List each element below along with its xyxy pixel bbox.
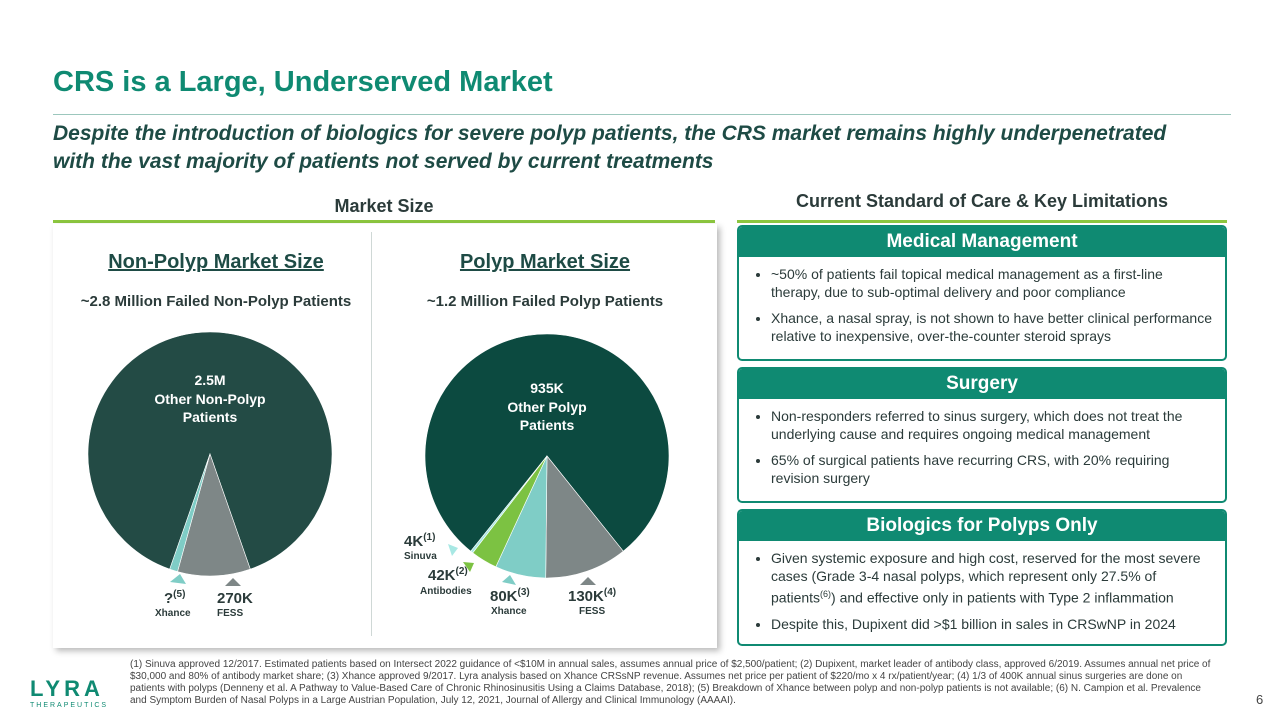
polyp-subtitle: ~1.2 Million Failed Polyp Patients: [426, 293, 664, 310]
polyp-xhance-pointer: [502, 575, 516, 585]
polyp-antibodies-value: 42K(2): [428, 566, 468, 584]
polyp-title: Polyp Market Size: [459, 251, 631, 273]
standard-of-care-heading: Current Standard of Care & Key Limitatio…: [795, 191, 1169, 211]
market-size-rule: [53, 220, 715, 223]
polyp-fess-pointer: [580, 577, 596, 585]
medical-management-card: Medical Management ~50% of patients fail…: [737, 225, 1227, 361]
medical-management-bullet: Xhance, a nasal spray, is not shown to h…: [771, 309, 1213, 345]
biologics-header: Biologics for Polyps Only: [739, 511, 1225, 541]
surgery-list: Non-responders referred to sinus surgery…: [739, 399, 1225, 487]
surgery-bullet: Non-responders referred to sinus surgery…: [771, 407, 1213, 443]
polyp-fess-label: FESS: [579, 606, 605, 617]
title-divider: [53, 114, 1231, 115]
polyp-slice-label-patients: Patients: [520, 417, 575, 433]
polyp-xhance-label: Xhance: [491, 606, 527, 617]
polyp-sinuva-pointer: [448, 544, 458, 556]
non-polyp-xhance-value: ?(5): [164, 589, 185, 607]
non-polyp-slice-label-name: Other Non-Polyp: [154, 391, 265, 407]
pie-slice-fess: [545, 455, 624, 579]
non-polyp-subtitle: ~2.8 Million Failed Non-Polyp Patients: [80, 293, 352, 310]
standard-of-care-rule: [737, 220, 1227, 223]
surgery-card: Surgery Non-responders referred to sinus…: [737, 367, 1227, 503]
biologics-card: Biologics for Polyps Only Given systemic…: [737, 509, 1227, 646]
logo-subtext: THERAPEUTICS: [30, 702, 109, 709]
surgery-header: Surgery: [739, 369, 1225, 399]
non-polyp-fess-pointer: [225, 578, 241, 586]
polyp-sinuva-label: Sinuva: [404, 551, 437, 562]
pie-slice-xhance: [169, 453, 211, 572]
biologics-list: Given systemic exposure and high cost, r…: [739, 541, 1225, 633]
polyp-sinuva-value: 4K(1): [404, 532, 435, 550]
non-polyp-slice-label-patients: Patients: [183, 409, 238, 425]
market-size-heading: Market Size: [334, 196, 434, 216]
page-number: 6: [1256, 692, 1264, 707]
medical-management-list: ~50% of patients fail topical medical ma…: [739, 257, 1225, 345]
surgery-bullet: 65% of surgical patients have recurring …: [771, 451, 1213, 487]
non-polyp-xhance-label: Xhance: [155, 608, 191, 619]
footnotes: (1) Sinuva approved 12/2017. Estimated p…: [130, 659, 1211, 706]
non-polyp-fess-label: FESS: [217, 608, 243, 619]
polyp-antibodies-pointer: [463, 562, 474, 572]
pie-slice-other-non-polyp-patients: [87, 331, 333, 570]
polyp-slice-label-name: Other Polyp: [507, 399, 586, 415]
medical-management-bullet: ~50% of patients fail topical medical ma…: [771, 265, 1213, 301]
biologics-bullet: Given systemic exposure and high cost, r…: [771, 549, 1213, 607]
non-polyp-pie-chart: [87, 331, 333, 577]
polyp-fess-value: 130K(4): [568, 587, 616, 605]
polyp-slice-label-value: 935K: [530, 380, 563, 396]
polyp-xhance-value: 80K(3): [490, 587, 530, 605]
page-subtitle: Despite the introduction of biologics fo…: [53, 122, 1167, 173]
pie-slice-fess: [177, 452, 251, 577]
pie-slice-sinuva: [470, 455, 548, 554]
lyra-logo: LYRA THERAPEUTICS: [30, 676, 125, 709]
non-polyp-xhance-pointer: [170, 574, 186, 584]
pie-slice-other-polyp-patients: [424, 333, 670, 552]
panel-divider: [371, 232, 372, 636]
non-polyp-fess-value: 270K: [217, 590, 253, 607]
medical-management-header: Medical Management: [739, 227, 1225, 257]
biologics-bullet: Despite this, Dupixent did >$1 billion i…: [771, 615, 1213, 633]
polyp-antibodies-label: Antibodies: [420, 586, 472, 597]
logo-wordmark: LYRA: [30, 676, 104, 701]
non-polyp-slice-label-value: 2.5M: [194, 372, 225, 388]
polyp-pie-chart: [424, 333, 670, 579]
non-polyp-title: Non-Polyp Market Size: [108, 251, 324, 273]
page-title: CRS is a Large, Underserved Market: [53, 66, 553, 98]
